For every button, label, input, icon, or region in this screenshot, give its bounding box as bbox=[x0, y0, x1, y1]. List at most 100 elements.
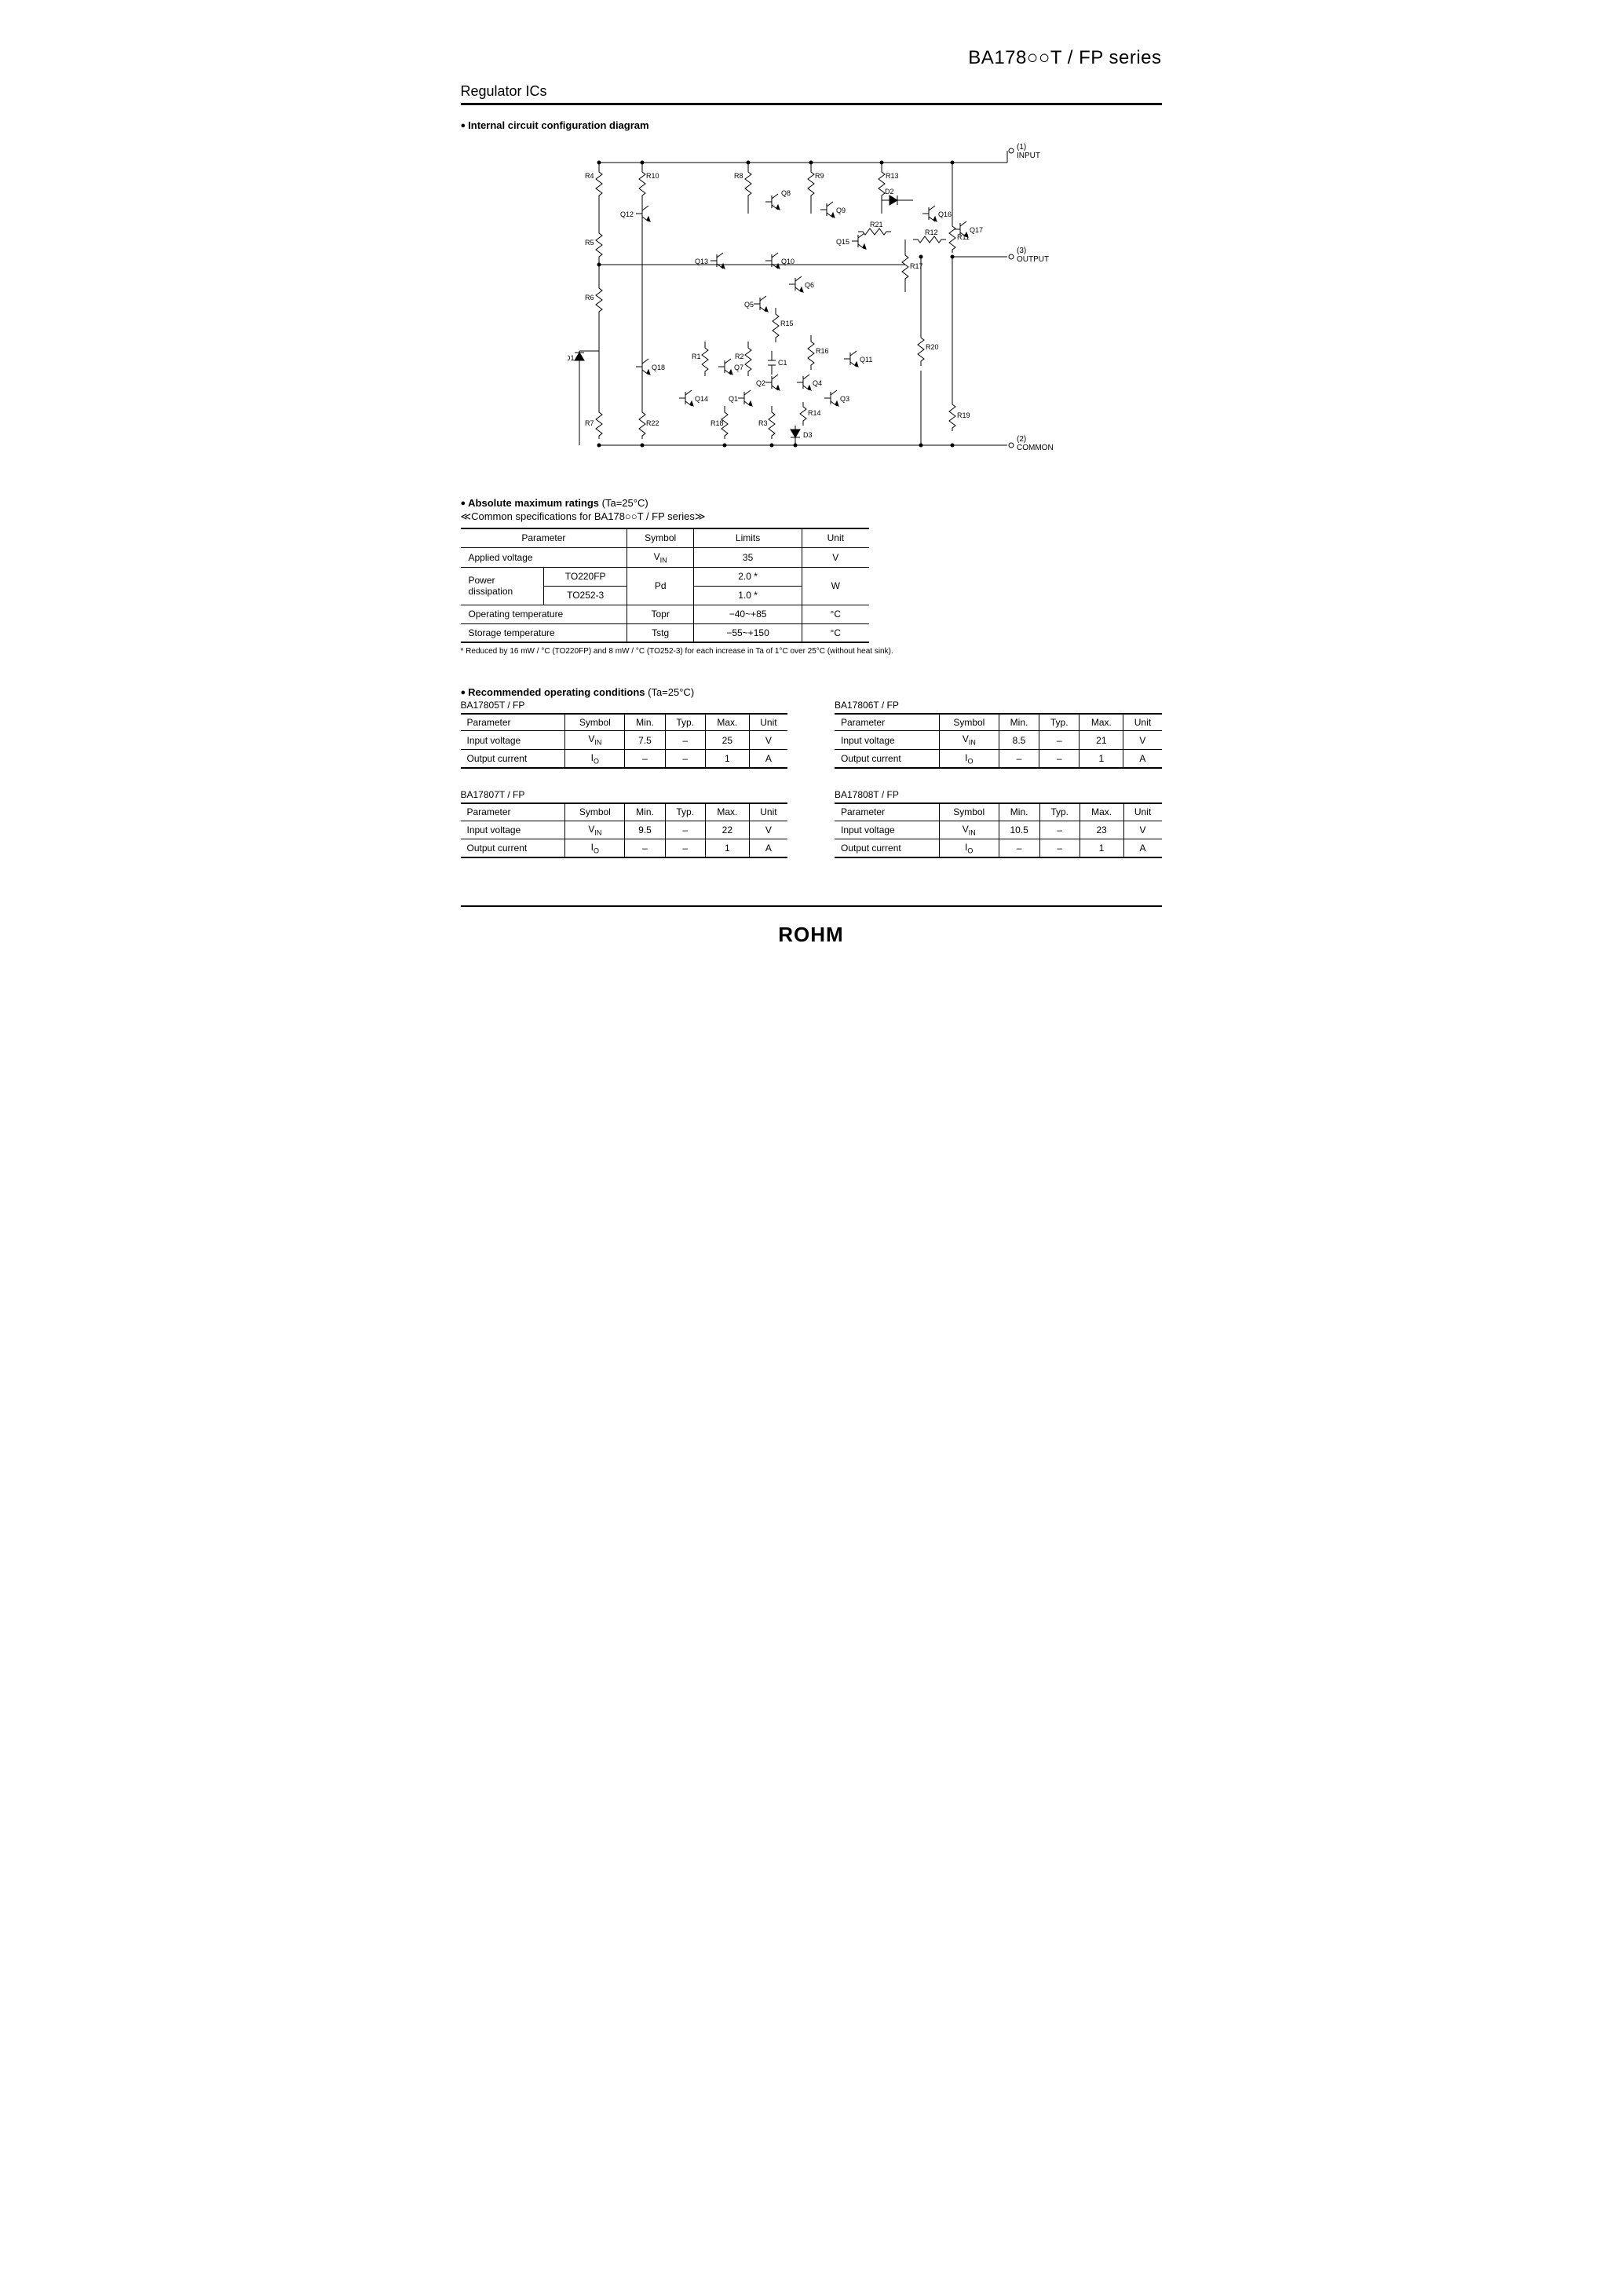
svg-text:R8: R8 bbox=[734, 172, 743, 180]
cell: 35 bbox=[694, 547, 802, 567]
roc-col: Parameter bbox=[461, 714, 565, 731]
svg-text:(1): (1) bbox=[1017, 143, 1026, 152]
cell: A bbox=[749, 839, 787, 858]
roc-table: ParameterSymbolMin.Typ.Max.UnitInput vol… bbox=[461, 803, 788, 858]
table-row: Input voltageVIN7.5–25V bbox=[461, 731, 788, 749]
cell: V bbox=[749, 731, 787, 749]
svg-text:D3: D3 bbox=[803, 431, 813, 439]
cell: Pd bbox=[627, 567, 694, 605]
cell: W bbox=[802, 567, 869, 605]
table-row: Input voltageVIN8.5–21V bbox=[835, 731, 1162, 749]
roc-col: Typ. bbox=[1039, 714, 1080, 731]
svg-text:R9: R9 bbox=[815, 172, 824, 180]
roc-col: Min. bbox=[625, 714, 665, 731]
cell: 2.0 * bbox=[694, 567, 802, 586]
roc-table-name: BA17808T / FP bbox=[835, 789, 1162, 800]
cell: – bbox=[1039, 749, 1080, 768]
roc-col: Parameter bbox=[835, 803, 939, 821]
cell: IO bbox=[565, 839, 625, 858]
roc-col: Min. bbox=[999, 803, 1039, 821]
cell: TO252-3 bbox=[544, 586, 627, 605]
svg-text:Q13: Q13 bbox=[695, 258, 708, 265]
roc-col: Max. bbox=[1080, 803, 1123, 821]
roc-tables-container: BA17805T / FPParameterSymbolMin.Typ.Max.… bbox=[461, 700, 1162, 859]
footer-rule bbox=[461, 905, 1162, 907]
series-title: BA178○○T / FP series bbox=[461, 47, 1162, 69]
table-row: Output currentIO––1A bbox=[835, 839, 1162, 858]
svg-text:Q17: Q17 bbox=[970, 226, 983, 234]
amr-title: Absolute maximum ratings bbox=[461, 497, 600, 509]
cell: −55~+150 bbox=[694, 623, 802, 642]
roc-col: Symbol bbox=[939, 714, 999, 731]
svg-text:R13: R13 bbox=[886, 172, 899, 180]
cell: – bbox=[1039, 731, 1080, 749]
cell: °C bbox=[802, 623, 869, 642]
svg-text:Q16: Q16 bbox=[938, 210, 952, 218]
svg-text:(2): (2) bbox=[1017, 435, 1026, 444]
svg-text:(3): (3) bbox=[1017, 247, 1026, 255]
roc-col: Parameter bbox=[461, 803, 565, 821]
cell: – bbox=[665, 731, 705, 749]
cell: – bbox=[665, 839, 705, 858]
cell: 21 bbox=[1080, 731, 1123, 749]
svg-text:INPUT: INPUT bbox=[1017, 152, 1040, 160]
cell: VIN bbox=[939, 821, 999, 839]
cell: V bbox=[802, 547, 869, 567]
cell: 1 bbox=[1080, 839, 1123, 858]
amr-cond: (Ta=25°C) bbox=[599, 497, 648, 509]
cell: 1 bbox=[705, 839, 749, 858]
circuit-diagram: (1) INPUT (2) COMMON (3) OUTPUT R4 R10 R… bbox=[461, 139, 1162, 465]
footer-logo: ROHM bbox=[461, 923, 1162, 947]
cell: −40~+85 bbox=[694, 605, 802, 623]
roc-row: BA17807T / FPParameterSymbolMin.Typ.Max.… bbox=[461, 789, 1162, 858]
roc-block: BA17808T / FP ParameterSymbolMin.Typ.Max.… bbox=[835, 789, 1162, 858]
amr-footnote: * Reduced by 16 mW / °C (TO220FP) and 8 … bbox=[461, 646, 1162, 657]
amr-heading-row: Absolute maximum ratings (Ta=25°C) bbox=[461, 496, 1162, 510]
table-row: Input voltageVIN10.5–23V bbox=[835, 821, 1162, 839]
amr-col-param: Parameter bbox=[461, 528, 627, 547]
cell: – bbox=[1039, 821, 1080, 839]
cell: Applied voltage bbox=[461, 547, 627, 567]
svg-text:R20: R20 bbox=[926, 343, 939, 351]
table-row: Operating temperature Topr −40~+85 °C bbox=[461, 605, 869, 623]
cell: – bbox=[1039, 839, 1080, 858]
amr-col-symbol: Symbol bbox=[627, 528, 694, 547]
cell: VIN bbox=[565, 821, 625, 839]
svg-text:Q15: Q15 bbox=[836, 238, 849, 246]
amr-table: Parameter Symbol Limits Unit Applied vol… bbox=[461, 528, 869, 643]
svg-text:Q7: Q7 bbox=[734, 364, 743, 371]
svg-text:COMMON: COMMON bbox=[1017, 444, 1054, 452]
svg-text:R19: R19 bbox=[957, 411, 970, 419]
cell: Power dissipation bbox=[461, 567, 544, 605]
cell: Operating temperature bbox=[461, 605, 627, 623]
roc-col: Typ. bbox=[665, 803, 705, 821]
roc-col: Max. bbox=[705, 714, 749, 731]
cell: – bbox=[625, 749, 665, 768]
roc-col: Min. bbox=[999, 714, 1039, 731]
roc-col: Typ. bbox=[1039, 803, 1080, 821]
cell: Input voltage bbox=[461, 821, 565, 839]
cell: V bbox=[1123, 731, 1162, 749]
amr-col-unit: Unit bbox=[802, 528, 869, 547]
svg-text:R3: R3 bbox=[758, 419, 768, 427]
svg-text:R14: R14 bbox=[808, 409, 821, 417]
table-row: Output currentIO––1A bbox=[461, 749, 788, 768]
roc-table: ParameterSymbolMin.Typ.Max.UnitInput vol… bbox=[835, 803, 1162, 858]
section-heading-diagram: Internal circuit configuration diagram bbox=[461, 119, 1162, 131]
cell: Output current bbox=[461, 749, 565, 768]
svg-text:D2: D2 bbox=[885, 188, 894, 196]
svg-text:R7: R7 bbox=[585, 419, 594, 427]
roc-col: Symbol bbox=[565, 714, 625, 731]
svg-text:R15: R15 bbox=[780, 320, 794, 327]
cell: – bbox=[999, 749, 1039, 768]
table-row: Output currentIO––1A bbox=[461, 839, 788, 858]
cell: 1 bbox=[1080, 749, 1123, 768]
cell: 23 bbox=[1080, 821, 1123, 839]
roc-col: Max. bbox=[1080, 714, 1123, 731]
roc-block: BA17805T / FPParameterSymbolMin.Typ.Max.… bbox=[461, 700, 788, 769]
roc-block: BA17806T / FPParameterSymbolMin.Typ.Max.… bbox=[835, 700, 1162, 769]
svg-text:Q5: Q5 bbox=[744, 301, 754, 309]
svg-text:R16: R16 bbox=[816, 347, 829, 355]
cell: – bbox=[665, 749, 705, 768]
roc-col: Parameter bbox=[835, 714, 939, 731]
